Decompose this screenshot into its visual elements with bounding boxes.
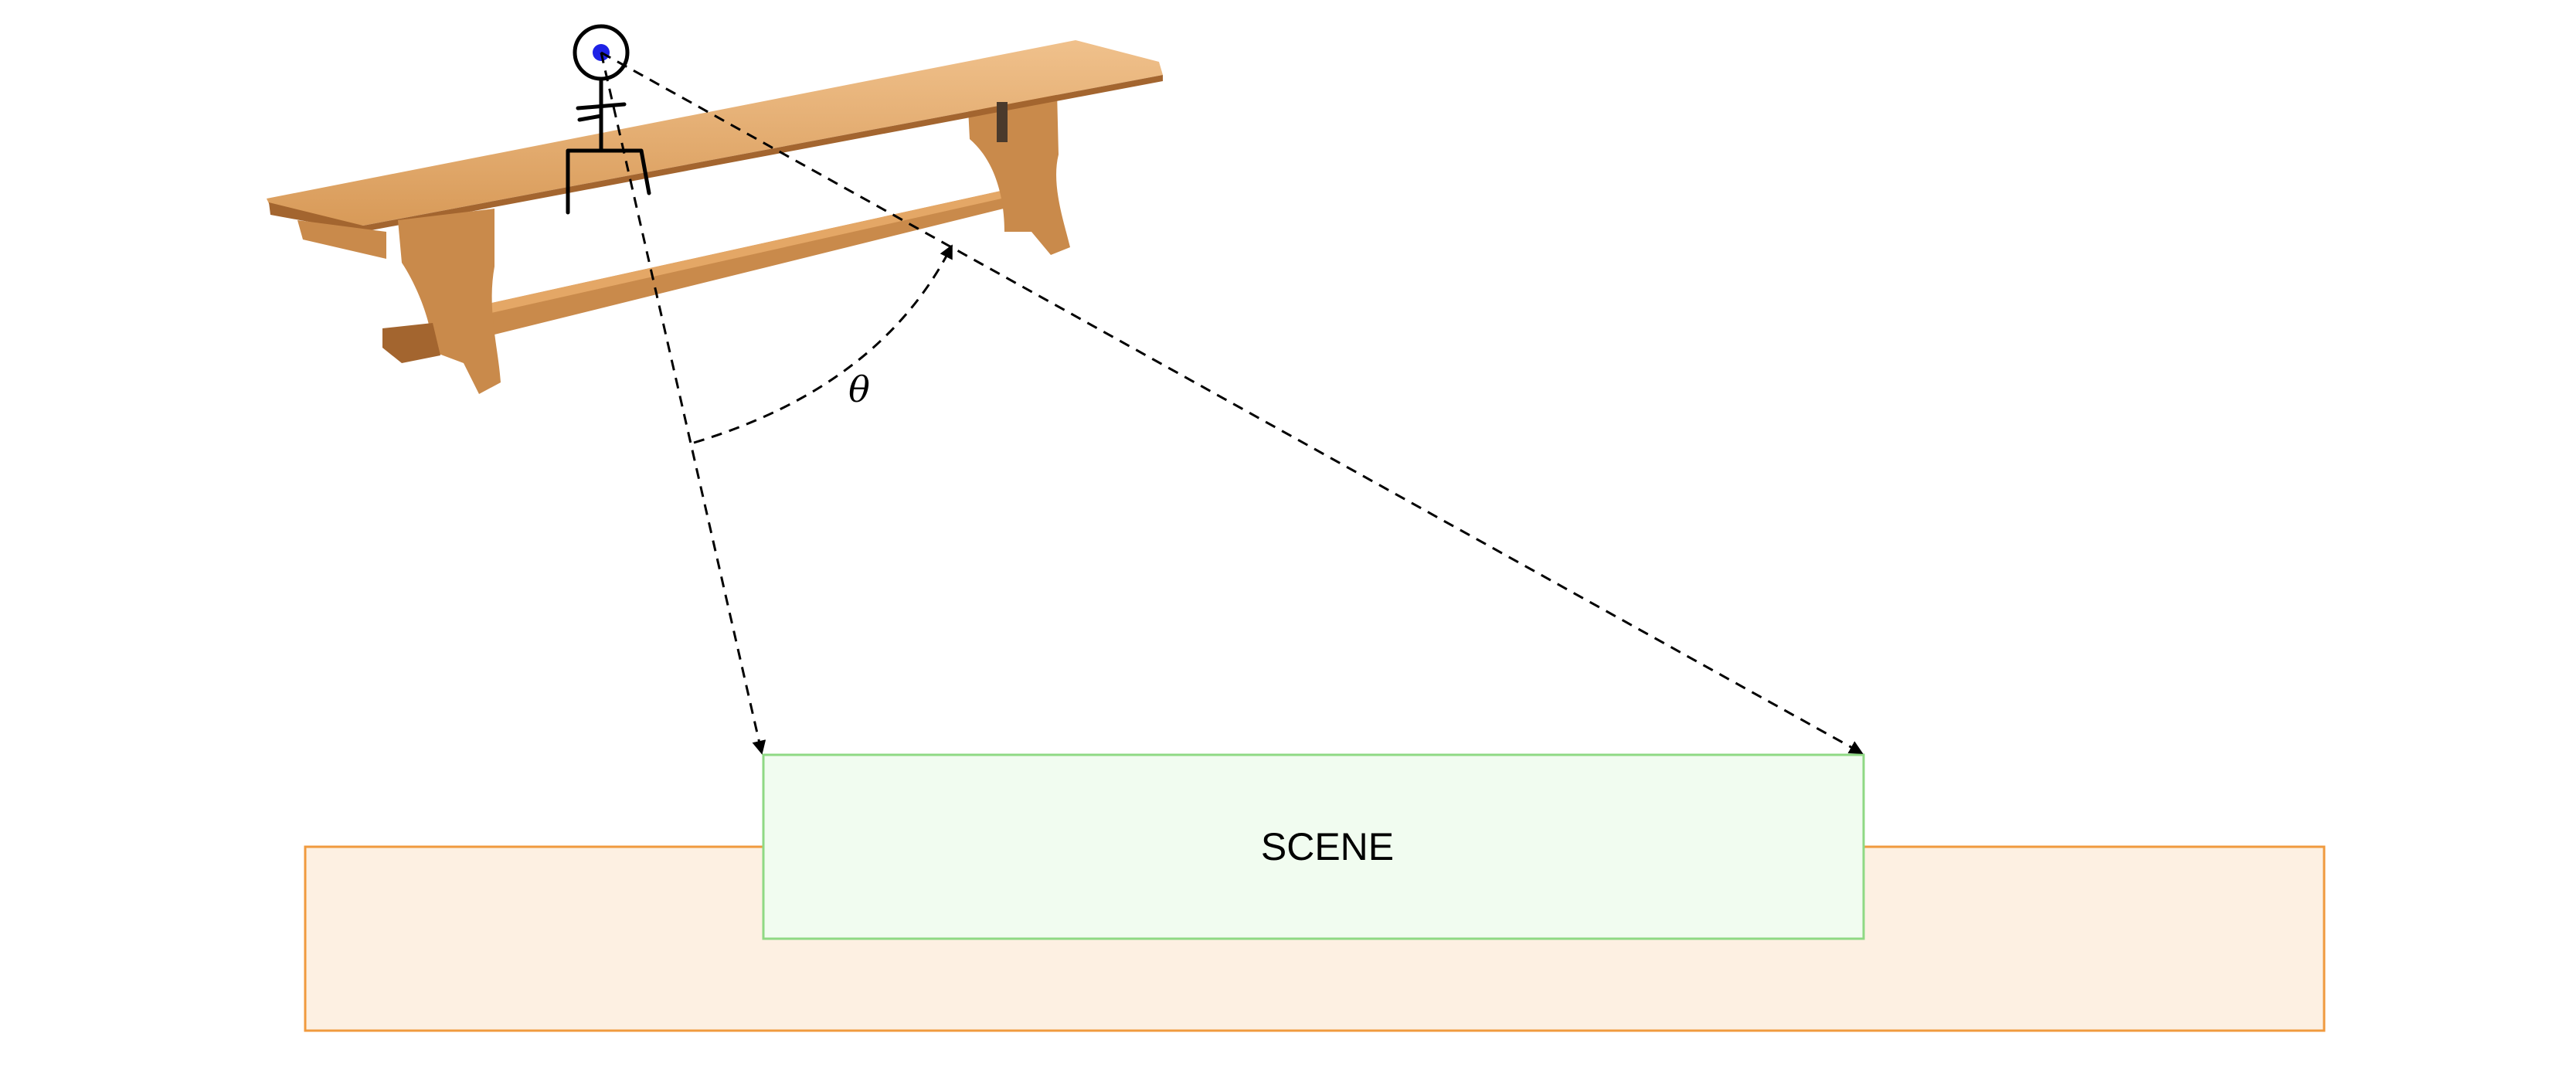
scene-label: SCENE <box>1261 825 1394 868</box>
bench-leg-left <box>398 209 501 394</box>
angle-label: θ <box>848 369 870 410</box>
bench <box>267 40 1163 394</box>
bench-leg-right <box>967 91 1070 255</box>
sight-line-right <box>601 53 1862 753</box>
bench-foot-left <box>382 323 440 363</box>
bench-hook <box>997 102 1008 142</box>
